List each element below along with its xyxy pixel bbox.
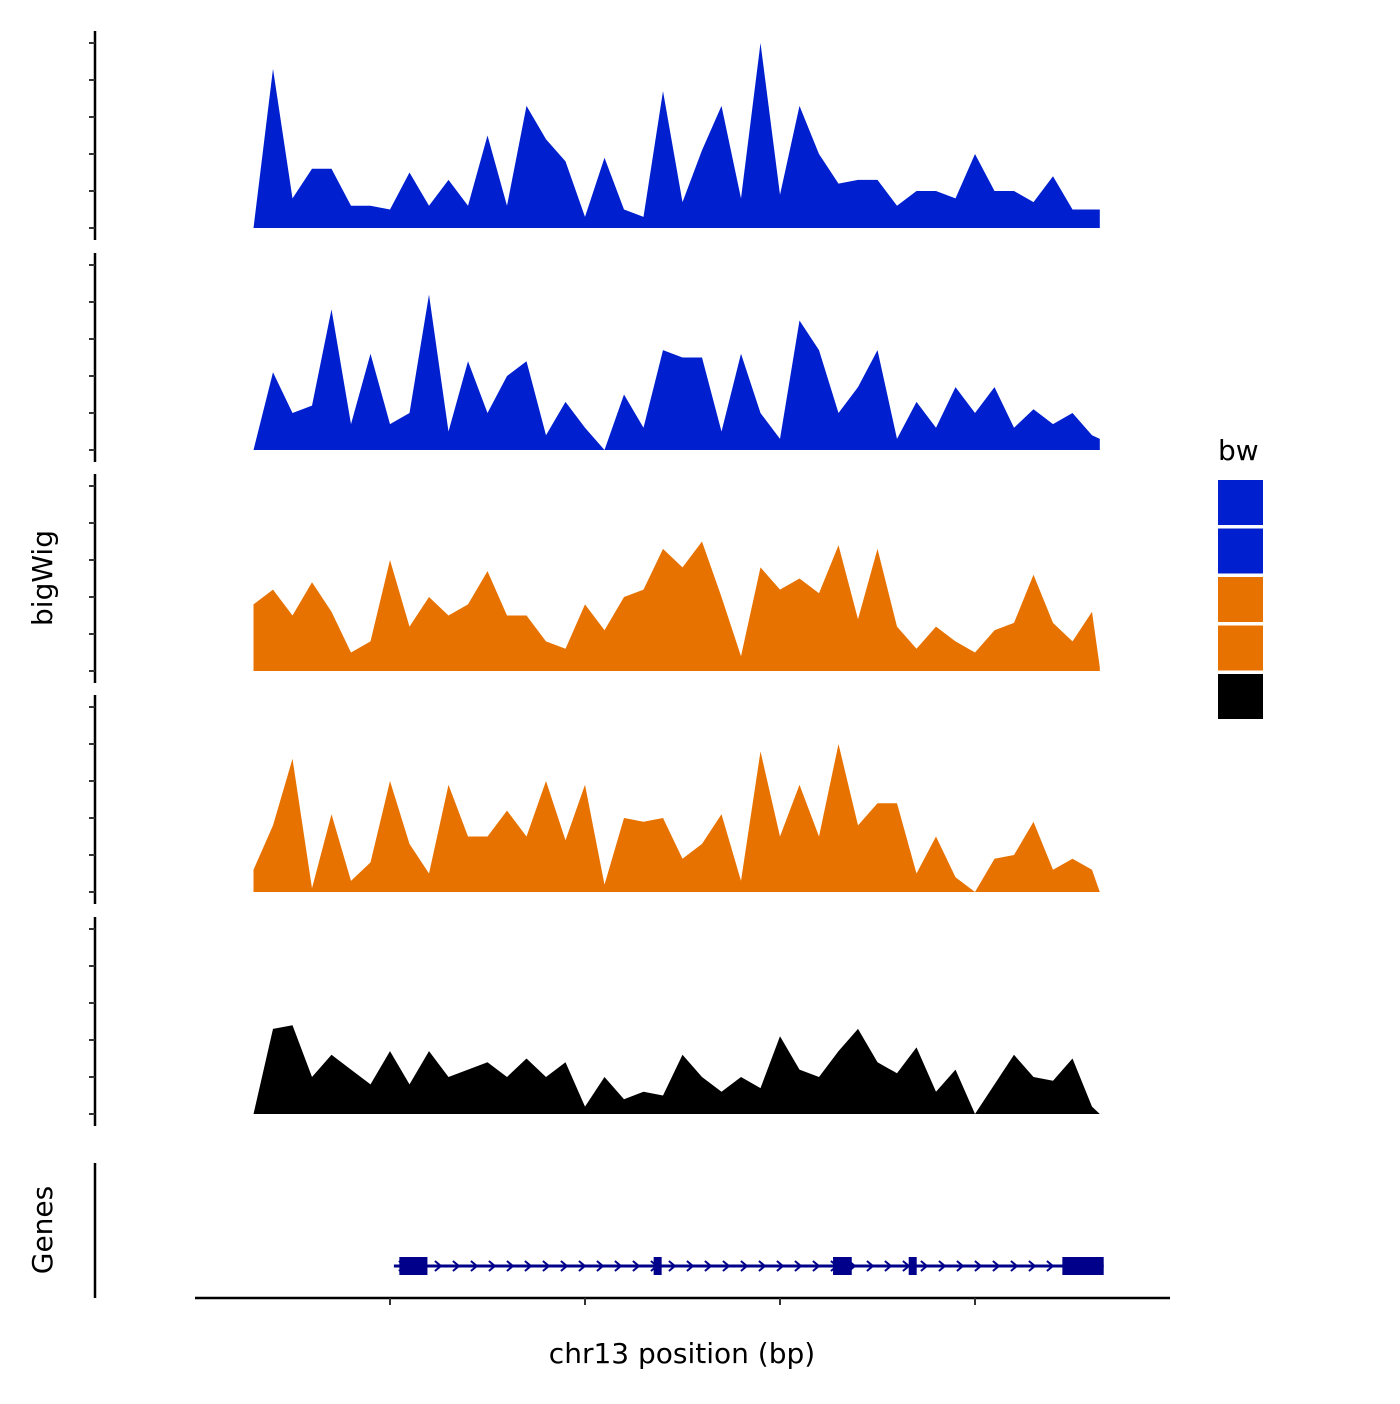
track-E14_1 <box>89 31 1100 240</box>
strand-arrow <box>740 1260 749 1272</box>
legend: bw <box>1218 434 1263 719</box>
x-axis-title: chr13 position (bp) <box>549 1337 815 1370</box>
gene-track: Genes <box>26 1163 1104 1298</box>
strand-arrow <box>1028 1260 1037 1272</box>
strand-arrow <box>866 1260 875 1272</box>
strand-arrow <box>758 1260 767 1272</box>
strand-arrow <box>596 1260 605 1272</box>
gene-exon <box>833 1257 852 1275</box>
track-E14_2 <box>89 253 1100 462</box>
strand-arrow <box>794 1260 803 1272</box>
strand-arrow <box>1046 1260 1055 1272</box>
legend-key-Input <box>1218 674 1263 719</box>
strand-arrow <box>614 1260 623 1272</box>
coverage-area-E17_2 <box>253 744 1100 892</box>
strand-arrow <box>974 1260 983 1272</box>
strand-arrow <box>452 1260 461 1272</box>
y-axis-title: bigWig <box>26 530 59 626</box>
gene-track-title: Genes <box>26 1186 59 1274</box>
legend-key-E14_1 <box>1218 480 1263 525</box>
gene-exon <box>399 1257 428 1275</box>
strand-arrow <box>722 1260 731 1272</box>
gene-exon <box>1062 1257 1104 1275</box>
coverage-area-E14_2 <box>253 294 1100 450</box>
strand-arrow <box>704 1260 713 1272</box>
coverage-area-E17_1 <box>253 541 1100 671</box>
coverage-area-E14_1 <box>253 43 1100 228</box>
strand-arrow <box>884 1260 893 1272</box>
legend-key-E17_2 <box>1218 625 1263 671</box>
strand-arrow <box>938 1260 947 1272</box>
strand-arrow <box>470 1260 479 1272</box>
strand-arrow <box>686 1260 695 1272</box>
strand-arrow <box>992 1260 1001 1272</box>
track-Input <box>89 917 1100 1126</box>
strand-arrow <box>668 1260 677 1272</box>
track-E17_1 <box>89 474 1100 683</box>
strand-arrow <box>434 1260 443 1272</box>
strand-arrow <box>920 1260 929 1272</box>
strand-arrow <box>542 1260 551 1272</box>
strand-arrow <box>956 1260 965 1272</box>
coverage-tracks <box>89 31 1100 1126</box>
legend-key-E14_2 <box>1218 528 1263 574</box>
strand-arrow <box>560 1260 569 1272</box>
gene-exon <box>908 1257 917 1275</box>
gene-exon <box>653 1257 662 1275</box>
strand-arrow <box>632 1260 641 1272</box>
strand-arrow <box>578 1260 587 1272</box>
legend-key-E17_1 <box>1218 577 1263 622</box>
strand-arrow <box>506 1260 515 1272</box>
strand-arrow <box>1010 1260 1019 1272</box>
strand-arrow <box>488 1260 497 1272</box>
x-axis <box>195 1296 1170 1305</box>
strand-arrow <box>812 1260 821 1272</box>
strand-arrow <box>776 1260 785 1272</box>
track-E17_2 <box>89 695 1100 904</box>
legend-title: bw <box>1218 434 1259 467</box>
strand-arrow <box>524 1260 533 1272</box>
coverage-area-Input <box>253 1025 1100 1114</box>
